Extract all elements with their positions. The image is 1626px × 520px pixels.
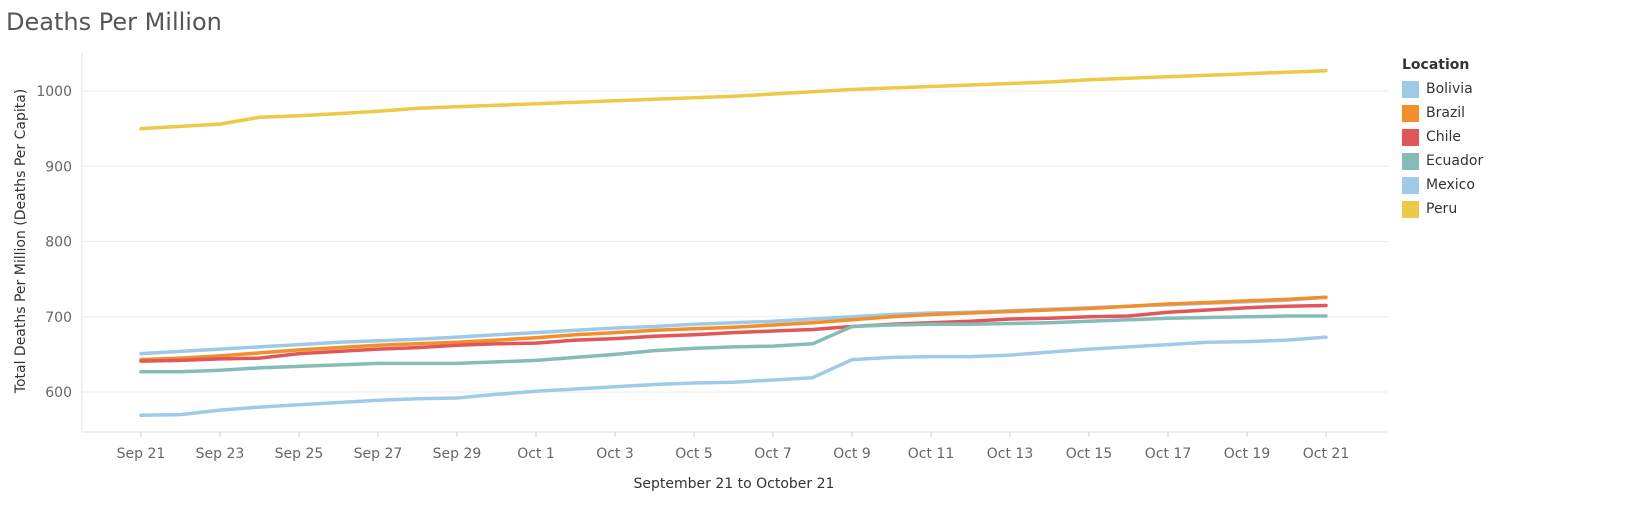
legend-items: Bolivia Brazil Chile Ecuador Mexico Peru [1402,77,1602,221]
series-lines [139,68,1328,418]
y-tick-label: 800 [45,235,72,251]
y-tick-label: 900 [45,159,72,175]
x-tick-label: Oct 13 [987,446,1033,462]
x-tick-label: Sep 29 [433,446,482,462]
x-tick-label: Oct 19 [1224,446,1270,462]
axes [81,53,1388,433]
x-tick-label: Oct 15 [1066,446,1112,462]
x-tick-label: Oct 17 [1145,446,1191,462]
series-line-brazil [139,295,1328,362]
x-tick-label: Oct 1 [517,446,555,462]
gridlines [82,90,1388,393]
legend-label: Brazil [1426,105,1466,121]
x-tick-label: Oct 21 [1303,446,1349,462]
x-tick-label: Oct 11 [908,446,954,462]
x-tick-label: Oct 9 [833,446,871,462]
x-tick-label: Oct 7 [754,446,792,462]
legend-label: Chile [1426,129,1462,145]
legend-swatch [1402,128,1419,146]
legend-swatch [1402,104,1419,122]
legend: Location Bolivia Brazil Chile Ecuador Mexico… [1402,57,1602,221]
series-line-peru [139,68,1328,131]
x-axis-title: September 21 to October 21 [634,476,835,492]
legend-label: Peru [1426,201,1458,217]
x-tick-label: Sep 21 [117,446,166,462]
legend-label: Ecuador [1426,153,1484,169]
series-line-mexico [139,335,1328,418]
legend-label: Bolivia [1426,81,1473,97]
x-axis-ticks: Sep 21 Sep 23 Sep 25 Sep 27 Sep 29 Oct 1 Oct 3… [117,432,1349,462]
y-tick-label: 600 [45,385,72,401]
chart-title: Deaths Per Million [6,8,222,36]
legend-swatch [1402,152,1419,170]
y-tick-label: 700 [45,310,72,326]
legend-item-mexico[interactable]: Mexico [1402,173,1602,197]
x-tick-label: Oct 3 [596,446,634,462]
legend-item-ecuador[interactable]: Ecuador [1402,149,1602,173]
y-axis-ticks: 600 700 800 900 1000 [36,84,72,401]
legend-item-brazil[interactable]: Brazil [1402,101,1602,125]
series-line-ecuador [139,314,1328,374]
x-tick-label: Sep 25 [275,446,324,462]
legend-swatch [1402,176,1419,194]
legend-title: Location [1402,57,1470,73]
legend-swatch [1402,200,1419,218]
y-axis-title: Total Deaths Per Million (Deaths Per Cap… [13,89,29,394]
legend-swatch [1402,80,1419,98]
legend-item-bolivia[interactable]: Bolivia [1402,77,1602,101]
y-tick-label: 1000 [36,84,72,100]
x-tick-label: Oct 5 [675,446,713,462]
x-tick-label: Sep 23 [196,446,245,462]
x-tick-label: Sep 27 [354,446,403,462]
legend-item-peru[interactable]: Peru [1402,197,1602,221]
series-line-chile [139,303,1328,363]
legend-label: Mexico [1426,177,1475,193]
legend-item-chile[interactable]: Chile [1402,125,1602,149]
